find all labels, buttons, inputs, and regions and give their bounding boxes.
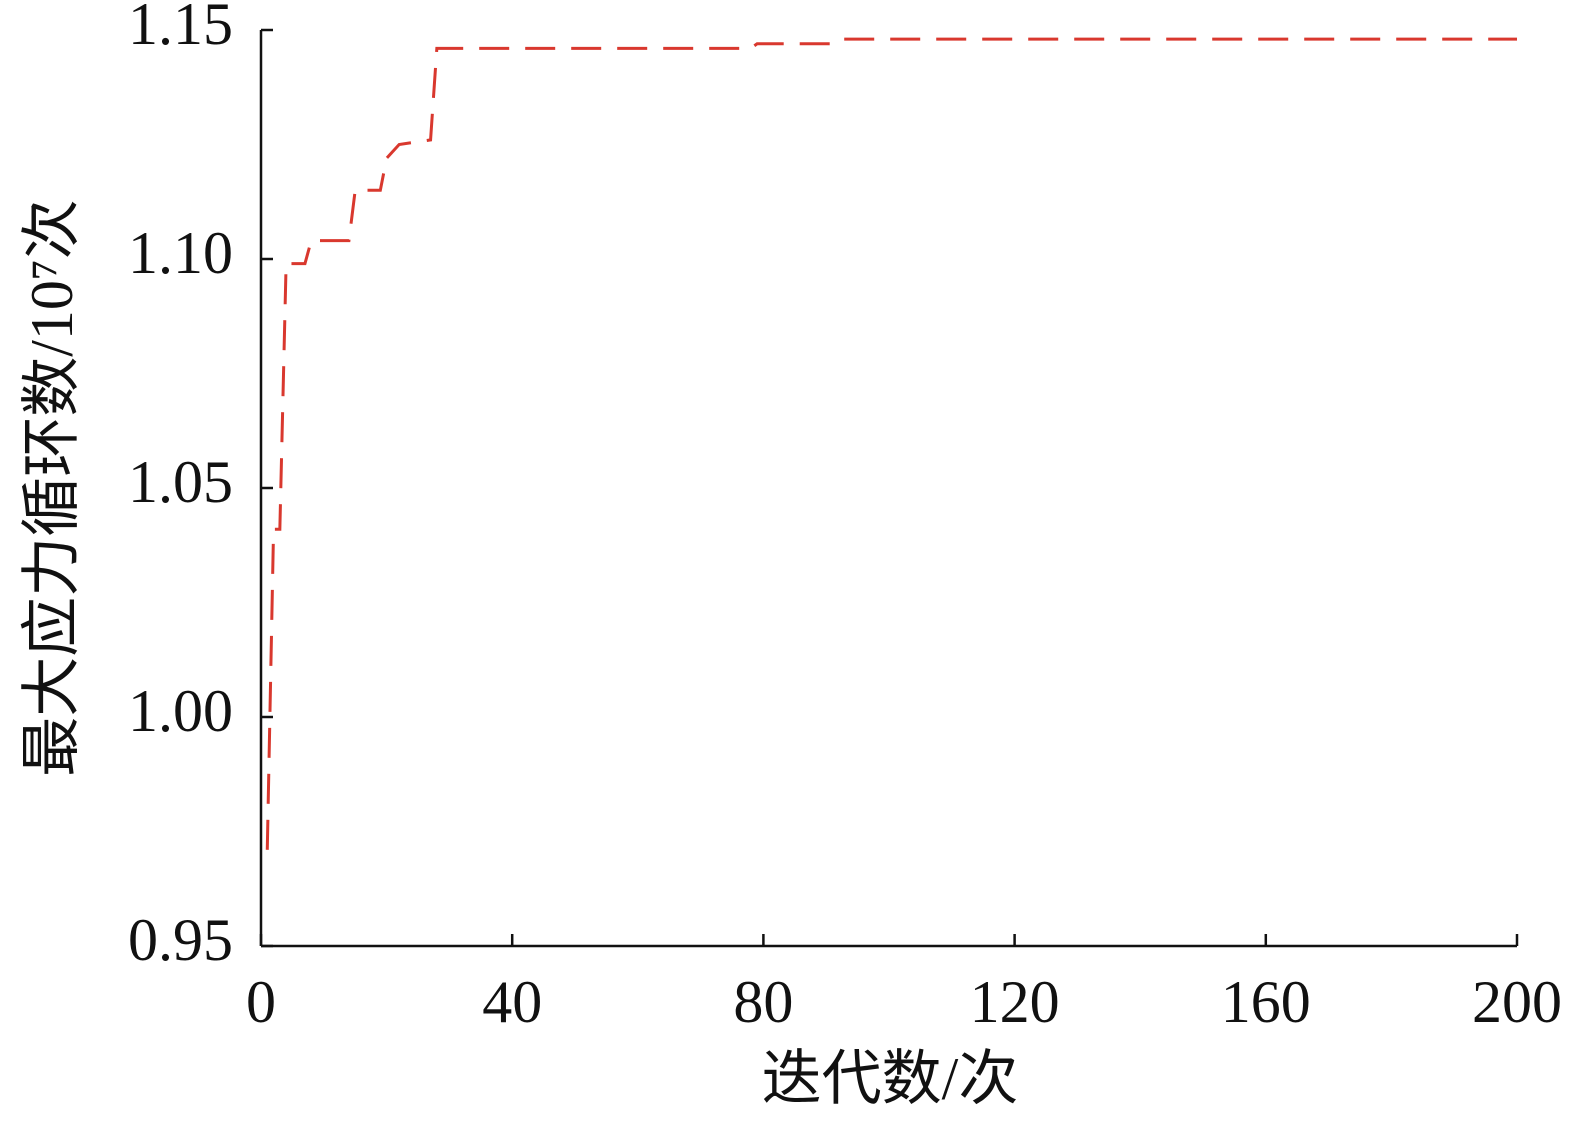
y-tick-label: 1.10 [128, 220, 233, 286]
x-tick-label: 40 [482, 969, 542, 1035]
y-tick-label: 1.00 [128, 678, 233, 744]
y-tick-label: 0.95 [128, 907, 233, 973]
x-tick-label: 120 [970, 969, 1060, 1035]
x-axis-label: 迭代数/次 [762, 1046, 1019, 1112]
x-tick-label: 80 [733, 969, 793, 1035]
data-line [265, 37, 1517, 850]
x-tick-label: 200 [1472, 969, 1562, 1035]
x-tick-label: 0 [246, 969, 276, 1035]
y-axis-label: 最大应力循环数/10⁷次 [19, 199, 85, 777]
y-tick-label: 1.05 [128, 449, 233, 515]
x-tick-label: 160 [1221, 969, 1311, 1035]
y-tick-label: 1.15 [128, 0, 233, 57]
